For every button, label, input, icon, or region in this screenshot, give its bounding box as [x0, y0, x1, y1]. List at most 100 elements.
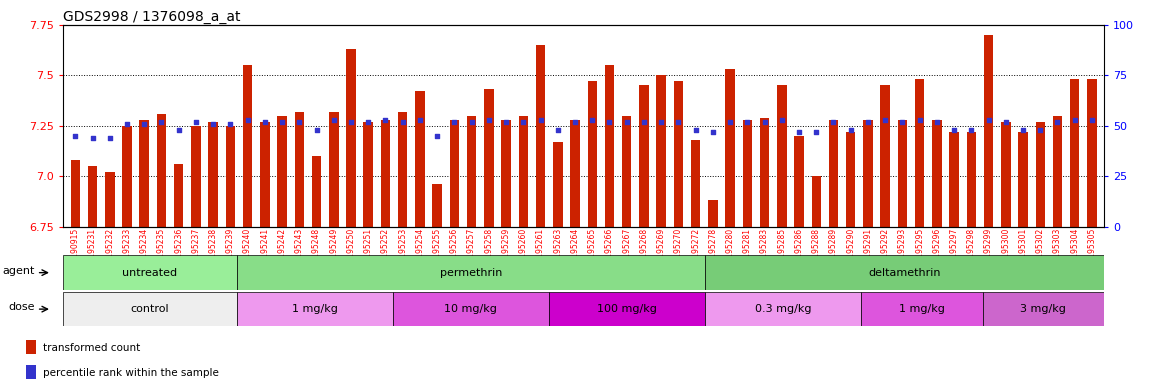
Point [652, 119, 670, 125]
Bar [881, 85, 890, 227]
Point [773, 117, 791, 123]
Bar [639, 85, 649, 227]
Text: 1 mg/kg: 1 mg/kg [292, 304, 338, 314]
Point [66, 133, 84, 139]
Bar [1052, 116, 1063, 227]
Point [342, 119, 360, 125]
Bar [174, 164, 184, 227]
Bar [312, 156, 321, 227]
Point [980, 117, 998, 123]
Bar [705, 255, 1104, 290]
Bar [1035, 122, 1045, 227]
Bar [622, 116, 631, 227]
Text: agent: agent [2, 266, 34, 276]
Bar [415, 91, 424, 227]
Point [152, 119, 170, 125]
Point [445, 119, 463, 125]
Bar [393, 292, 549, 326]
Point [221, 121, 239, 127]
Bar [381, 120, 390, 227]
Bar [1070, 79, 1080, 227]
Point [497, 119, 515, 125]
Point [186, 119, 205, 125]
Bar [329, 112, 338, 227]
Bar [1018, 132, 1028, 227]
Bar [588, 81, 597, 227]
Point [911, 117, 929, 123]
Bar [829, 120, 838, 227]
Bar [260, 122, 269, 227]
Bar [398, 112, 407, 227]
Bar [63, 292, 237, 326]
Bar [237, 255, 705, 290]
Point [290, 119, 308, 125]
Point [859, 119, 877, 125]
Point [721, 119, 739, 125]
Bar [467, 116, 476, 227]
Bar [982, 292, 1104, 326]
Bar [657, 75, 666, 227]
Bar [691, 140, 700, 227]
Point [1014, 127, 1033, 133]
Text: deltamethrin: deltamethrin [868, 268, 941, 278]
Bar [25, 340, 37, 354]
Point [324, 117, 343, 123]
Point [738, 119, 757, 125]
Bar [450, 120, 459, 227]
Point [635, 119, 653, 125]
Point [669, 119, 688, 125]
Point [514, 119, 532, 125]
Bar [346, 49, 355, 227]
Text: 3 mg/kg: 3 mg/kg [1020, 304, 1066, 314]
Point [117, 121, 136, 127]
Point [790, 129, 808, 135]
Bar [812, 176, 821, 227]
Text: 100 mg/kg: 100 mg/kg [597, 304, 657, 314]
Bar [864, 120, 873, 227]
Point [549, 127, 567, 133]
Point [1032, 127, 1050, 133]
Text: GDS2998 / 1376098_a_at: GDS2998 / 1376098_a_at [63, 10, 240, 23]
Point [255, 119, 274, 125]
Bar [553, 142, 562, 227]
Point [876, 117, 895, 123]
Point [135, 121, 153, 127]
Point [566, 119, 584, 125]
Bar [122, 126, 132, 227]
Text: 0.3 mg/kg: 0.3 mg/kg [754, 304, 812, 314]
Point [1083, 117, 1102, 123]
Text: untreated: untreated [122, 268, 177, 278]
Point [704, 129, 722, 135]
Point [376, 117, 394, 123]
Bar [1087, 79, 1097, 227]
Text: control: control [131, 304, 169, 314]
Bar [501, 120, 511, 227]
Bar [191, 126, 200, 227]
Bar [1000, 122, 1011, 227]
Point [1066, 117, 1084, 123]
Point [687, 127, 705, 133]
Point [997, 119, 1015, 125]
Bar [950, 132, 959, 227]
Bar [861, 292, 982, 326]
Bar [294, 112, 304, 227]
Point [1049, 119, 1067, 125]
Bar [225, 126, 235, 227]
Point [531, 117, 550, 123]
Bar [777, 85, 787, 227]
Bar [933, 120, 942, 227]
Bar [484, 89, 493, 227]
Point [756, 119, 774, 125]
Text: permethrin: permethrin [439, 268, 503, 278]
Point [600, 119, 619, 125]
Point [945, 127, 964, 133]
Bar [363, 122, 373, 227]
Bar [208, 122, 217, 227]
Point [807, 129, 826, 135]
Bar [708, 200, 718, 227]
Bar [70, 160, 80, 227]
Point [100, 135, 118, 141]
Bar [760, 118, 769, 227]
Bar [898, 120, 907, 227]
Point [842, 127, 860, 133]
